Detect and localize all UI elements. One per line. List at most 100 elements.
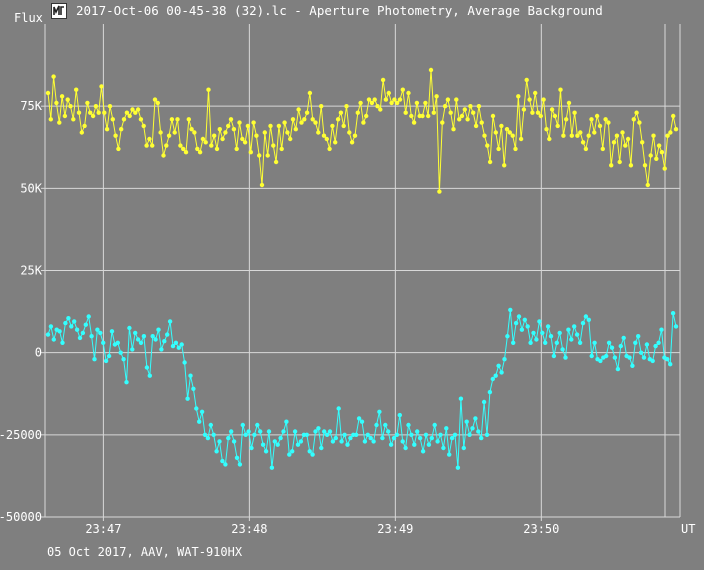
series-0-point xyxy=(341,123,346,129)
series-0-point xyxy=(572,110,577,115)
series-0-point xyxy=(628,163,634,168)
series-1-point xyxy=(173,340,179,345)
series-0-point xyxy=(164,143,169,148)
series-0-point xyxy=(358,100,363,106)
series-1-point xyxy=(574,332,580,337)
series-1-point xyxy=(258,429,263,434)
series-1-point xyxy=(266,429,272,434)
series-0-point xyxy=(431,110,436,115)
series-1-point xyxy=(461,445,466,451)
series-0-point xyxy=(96,110,101,115)
series-1-point xyxy=(470,426,475,431)
series-0-point xyxy=(206,87,211,92)
series-0-point xyxy=(76,110,82,115)
series-0-point xyxy=(338,110,344,115)
series-0-point xyxy=(217,127,222,132)
series-0-point xyxy=(637,120,642,125)
series-1-point xyxy=(298,439,304,444)
series-0-point xyxy=(245,123,251,129)
series-0-point xyxy=(79,130,85,135)
series-0-point xyxy=(671,113,676,119)
series-0-point xyxy=(530,110,535,115)
series-1-point xyxy=(572,324,577,329)
series-1-point xyxy=(162,339,167,344)
series-1-point xyxy=(77,335,83,341)
series-1-point xyxy=(69,324,74,329)
series-1-point xyxy=(577,340,583,345)
series-0-point xyxy=(535,110,541,115)
series-0-point xyxy=(248,150,253,155)
series-0-point xyxy=(569,133,574,138)
series-1-point xyxy=(176,345,181,350)
series-0-point xyxy=(172,130,177,135)
series-0-point xyxy=(119,127,124,132)
series-0-point xyxy=(104,127,110,132)
series-1-point xyxy=(508,307,513,313)
series-0-point xyxy=(434,94,439,99)
series-0-point xyxy=(640,140,645,145)
series-1-point xyxy=(51,337,56,342)
series-0-point xyxy=(564,117,569,122)
series-0-point xyxy=(620,130,625,135)
series-1-point xyxy=(339,439,344,444)
series-0-point xyxy=(361,120,366,125)
title-bar[interactable]: 2017-Oct-06 00-45-38 (32).lc - Aperture … xyxy=(0,0,704,24)
series-1-point xyxy=(493,373,498,378)
series-1-point xyxy=(543,340,548,345)
series-1-point xyxy=(324,432,330,437)
series-1-point xyxy=(356,416,362,421)
series-1-point xyxy=(133,330,138,336)
series-1-point xyxy=(240,422,245,428)
series-0-point xyxy=(321,133,327,138)
series-0-point xyxy=(411,120,417,125)
series-1-point xyxy=(458,396,464,401)
series-1-point xyxy=(118,350,123,355)
series-1-point xyxy=(287,452,292,457)
series-1-point xyxy=(400,439,405,444)
series-0-point xyxy=(518,136,524,142)
series-0-point xyxy=(54,100,59,106)
series-0-point xyxy=(259,182,265,188)
series-0-point xyxy=(57,120,62,125)
series-1-point xyxy=(452,432,458,437)
series-0-point xyxy=(510,133,515,138)
series-1-point xyxy=(606,340,612,345)
series-0-point xyxy=(276,123,282,129)
series-1-point xyxy=(199,409,205,414)
series-1-point xyxy=(211,432,216,437)
series-1-point xyxy=(621,335,626,341)
series-1-point xyxy=(534,337,539,342)
series-0-point xyxy=(623,143,628,148)
series-1-point xyxy=(319,445,324,451)
series-0-point xyxy=(634,110,639,115)
series-0-point xyxy=(372,97,377,102)
series-0-point xyxy=(74,87,79,92)
series-1-point xyxy=(563,355,568,360)
series-1-point xyxy=(374,422,379,428)
series-1-point xyxy=(307,449,312,454)
series-0-point xyxy=(614,133,620,138)
series-0-point xyxy=(468,104,473,109)
series-0-point xyxy=(521,107,527,112)
series-0-point xyxy=(189,127,194,132)
series-0-point xyxy=(155,100,160,106)
series-0-point xyxy=(423,100,428,106)
y-tick-label: 50K xyxy=(20,181,42,195)
series-0-point xyxy=(51,74,56,79)
lightcurve-app-icon[interactable] xyxy=(51,3,67,19)
series-1-point xyxy=(668,362,673,367)
series-0-point xyxy=(459,113,465,119)
series-0-point xyxy=(133,110,138,115)
series-0-point xyxy=(347,130,352,135)
series-1-point xyxy=(342,432,347,437)
series-0-point xyxy=(527,97,532,102)
series-1-point xyxy=(138,340,144,345)
series-1-point xyxy=(249,445,254,451)
series-0-point xyxy=(302,117,307,122)
series-1-point xyxy=(481,399,487,405)
series-0-point xyxy=(181,146,186,152)
series-1-point xyxy=(345,442,350,447)
series-1-point xyxy=(359,419,365,424)
series-0-point xyxy=(352,133,358,138)
